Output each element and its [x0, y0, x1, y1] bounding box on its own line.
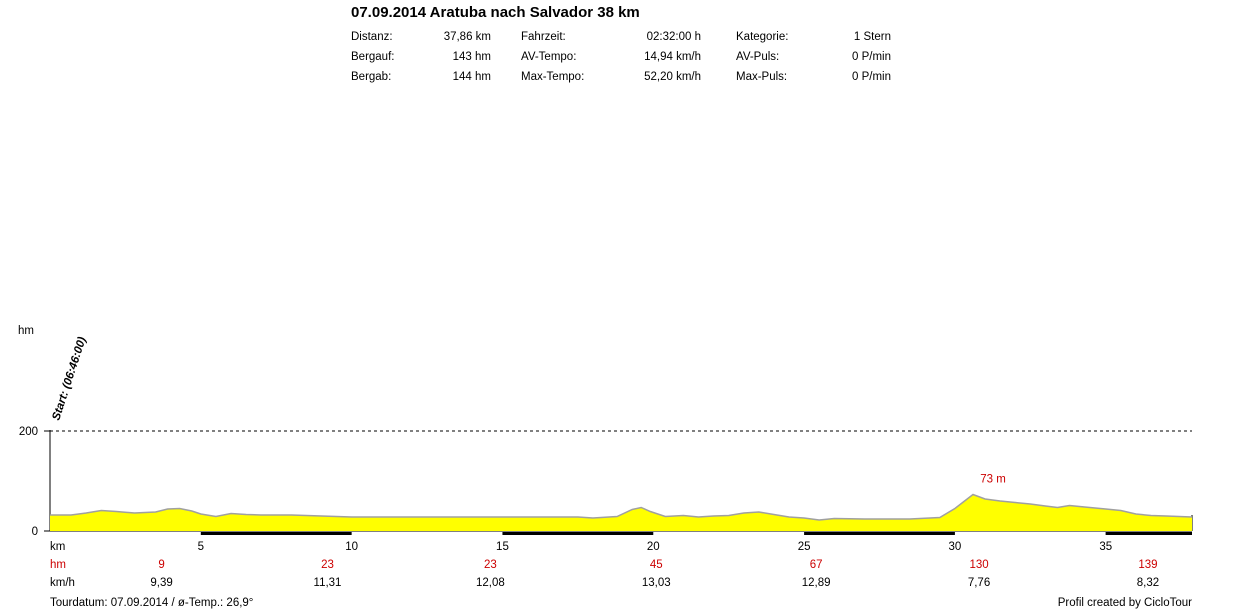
elevation-area	[50, 494, 1192, 531]
row-value-km-h: 8,32	[1137, 577, 1159, 589]
stat-value-av-puls: 0 P/min	[852, 51, 891, 63]
y-tick-label: 0	[32, 526, 38, 538]
max-elevation-label: 73 m	[980, 474, 1006, 486]
row-value-km: 15	[496, 541, 509, 553]
km-scale-block	[502, 532, 654, 535]
row-value-hm: 67	[810, 559, 823, 571]
row-value-hm: 45	[650, 559, 663, 571]
stat-label-av-puls: AV-Puls:	[736, 51, 780, 63]
y-tick-label: 200	[19, 426, 38, 438]
elevation-line	[50, 493, 1193, 521]
stat-value-av-tempo: 14,94 km/h	[644, 51, 701, 63]
row-value-km: 20	[647, 541, 660, 553]
row-value-km-h: 11,31	[314, 577, 342, 589]
row-value-km: 25	[798, 541, 811, 553]
footer-tour-info: Tourdatum: 07.09.2014 / ø-Temp.: 26,9°	[50, 597, 254, 609]
km-scale-block	[1105, 532, 1192, 535]
chart-title: 07.09.2014 Aratuba nach Salvador 38 km	[351, 4, 640, 21]
row-value-km-h: 13,03	[642, 577, 671, 589]
stat-value-fahrzeit: 02:32:00 h	[646, 31, 701, 43]
stat-value-bergab: 144 hm	[452, 71, 491, 83]
stat-label-kategorie: Kategorie:	[736, 31, 789, 43]
row-value-km-h: 12,08	[476, 577, 505, 589]
stat-label-av-tempo: AV-Tempo:	[521, 51, 577, 63]
stat-value-distanz: 37,86 km	[443, 31, 491, 43]
stat-label-bergauf: Bergauf:	[351, 51, 395, 63]
row-value-hm: 139	[1138, 559, 1157, 571]
row-value-hm: 23	[321, 559, 334, 571]
row-value-km-h: 12,89	[802, 577, 831, 589]
stat-value-max-puls: 0 P/min	[852, 71, 891, 83]
stat-label-max-tempo: Max-Tempo:	[521, 71, 585, 83]
start-time-label: Start: (06:46:00)	[50, 335, 88, 422]
footer-credit: Profil created by CicloTour	[1057, 597, 1192, 609]
stat-value-max-tempo: 52,20 km/h	[644, 71, 701, 83]
row-value-km-h: 7,76	[968, 577, 990, 589]
row-value-km-h: 9,39	[150, 577, 172, 589]
stat-label-max-puls: Max-Puls:	[736, 71, 788, 83]
row-label-km: km	[50, 541, 65, 553]
stat-label-distanz: Distanz:	[351, 31, 393, 43]
row-value-km: 10	[345, 541, 358, 553]
y-axis-label: hm	[18, 325, 34, 337]
stat-value-bergauf: 143 hm	[452, 51, 491, 63]
row-value-hm: 130	[969, 559, 988, 571]
stat-label-bergab: Bergab:	[351, 71, 392, 83]
km-scale-block	[804, 532, 955, 535]
row-label-km-h: km/h	[50, 577, 75, 589]
row-value-km: 35	[1099, 541, 1112, 553]
row-label-hm: hm	[50, 559, 66, 571]
row-value-hm: 9	[158, 559, 164, 571]
row-value-km: 30	[949, 541, 962, 553]
stat-label-fahrzeit: Fahrzeit:	[521, 31, 566, 43]
row-value-hm: 23	[484, 559, 497, 571]
row-value-km: 5	[198, 541, 204, 553]
km-scale-block	[200, 532, 352, 535]
stat-value-kategorie: 1 Stern	[853, 31, 891, 43]
